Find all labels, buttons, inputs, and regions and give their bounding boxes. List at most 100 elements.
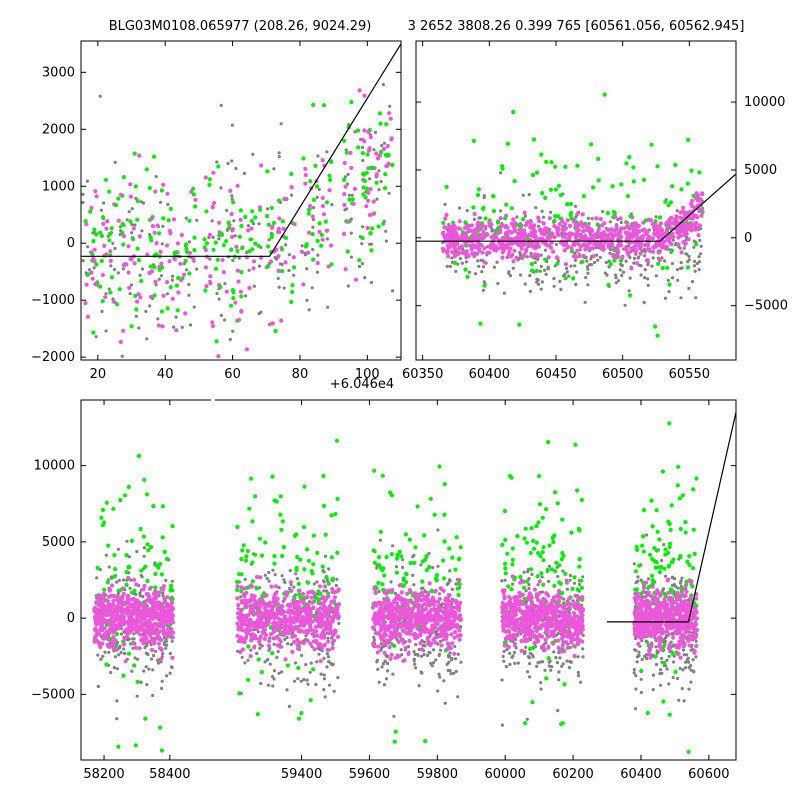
- data-point-green: [529, 526, 534, 531]
- data-point-grey: [440, 602, 444, 606]
- data-point-grey: [246, 224, 250, 228]
- data-point-magenta: [132, 577, 137, 582]
- data-point-green: [166, 218, 171, 223]
- data-point-grey: [446, 653, 451, 657]
- data-point-magenta: [656, 250, 662, 255]
- data-point-grey: [170, 639, 174, 643]
- data-point-green: [105, 580, 110, 585]
- data-point-magenta: [522, 210, 527, 215]
- data-point-magenta: [512, 221, 518, 226]
- data-point-green: [529, 567, 534, 572]
- data-point-magenta: [107, 594, 112, 599]
- data-point-green: [133, 743, 138, 748]
- data-point-green: [165, 306, 170, 311]
- data-point-magenta: [152, 607, 157, 612]
- data-point-magenta: [119, 614, 124, 619]
- y-tick-label: 2000: [42, 122, 75, 137]
- data-point-magenta: [153, 596, 158, 601]
- data-point-grey: [603, 271, 608, 275]
- data-point-magenta: [135, 612, 140, 617]
- data-point-grey: [401, 558, 405, 562]
- data-point-grey: [350, 193, 354, 197]
- data-point-magenta: [604, 233, 609, 238]
- data-point-grey: [549, 210, 553, 214]
- data-point-green: [344, 150, 349, 155]
- data-point-grey: [527, 583, 531, 587]
- data-point-magenta: [111, 598, 116, 604]
- data-point-grey: [158, 200, 163, 204]
- data-point-magenta: [366, 190, 371, 195]
- data-point-grey: [624, 259, 628, 263]
- data-point-grey: [548, 659, 552, 663]
- data-point-magenta: [614, 224, 619, 229]
- data-point-green: [634, 544, 639, 550]
- data-point-magenta: [153, 189, 158, 194]
- data-point-grey: [381, 662, 385, 666]
- data-point-grey: [586, 216, 591, 220]
- data-point-magenta: [115, 595, 120, 600]
- data-point-grey: [363, 276, 367, 280]
- data-point-grey: [121, 267, 125, 271]
- data-point-green: [641, 508, 647, 513]
- data-point-grey: [443, 202, 447, 206]
- data-point-green: [152, 265, 157, 270]
- data-point-green: [608, 262, 613, 267]
- data-point-green: [308, 698, 313, 703]
- data-point-green: [107, 238, 112, 243]
- data-point-magenta: [143, 599, 148, 604]
- data-point-grey: [275, 655, 279, 660]
- data-point-grey: [458, 206, 462, 210]
- data-point-green: [491, 194, 496, 199]
- data-point-magenta: [228, 188, 233, 193]
- data-point-grey: [273, 573, 277, 577]
- data-point-grey: [536, 282, 541, 286]
- data-point-magenta: [550, 231, 555, 236]
- data-point-green: [368, 231, 373, 236]
- data-point-green: [311, 102, 316, 107]
- data-point-magenta: [366, 148, 371, 153]
- data-point-magenta: [375, 156, 381, 161]
- data-point-grey: [632, 256, 637, 260]
- data-point-green: [192, 235, 197, 240]
- data-point-green: [422, 533, 427, 538]
- data-point-magenta: [631, 231, 637, 236]
- data-point-green: [256, 657, 261, 662]
- data-point-grey: [557, 678, 561, 682]
- data-point-grey: [257, 222, 261, 226]
- data-point-grey: [145, 644, 149, 648]
- data-point-green: [239, 223, 244, 228]
- data-point-magenta: [326, 639, 331, 644]
- data-point-green: [441, 558, 446, 563]
- data-point-grey: [448, 264, 452, 268]
- data-point-grey: [667, 290, 671, 294]
- data-point-magenta: [366, 129, 371, 134]
- data-point-grey: [140, 267, 145, 271]
- data-point-green: [655, 333, 660, 338]
- data-point-grey: [678, 581, 683, 585]
- data-point-green: [342, 177, 347, 182]
- data-point-grey: [414, 666, 418, 670]
- data-point-green: [653, 219, 658, 224]
- data-point-grey: [576, 655, 580, 659]
- data-point-grey: [130, 207, 134, 211]
- data-point-magenta: [626, 252, 631, 257]
- data-point-green: [668, 541, 673, 546]
- data-point-magenta: [147, 598, 152, 603]
- data-point-magenta: [500, 255, 505, 260]
- data-point-green: [355, 128, 361, 133]
- data-point-grey: [372, 638, 376, 642]
- data-point-magenta: [238, 639, 243, 644]
- data-point-grey: [590, 217, 594, 221]
- data-point-grey: [257, 312, 261, 316]
- data-point-magenta: [330, 586, 335, 592]
- data-point-magenta: [185, 414, 189, 418]
- data-point-grey: [391, 544, 395, 548]
- data-point-grey: [272, 167, 276, 171]
- data-point-grey: [659, 656, 664, 661]
- data-point-grey: [139, 573, 143, 577]
- data-point-grey: [584, 275, 588, 280]
- data-point-grey: [249, 648, 253, 652]
- data-point-grey: [458, 256, 462, 261]
- data-point-green: [172, 250, 177, 255]
- data-point-green: [176, 276, 181, 281]
